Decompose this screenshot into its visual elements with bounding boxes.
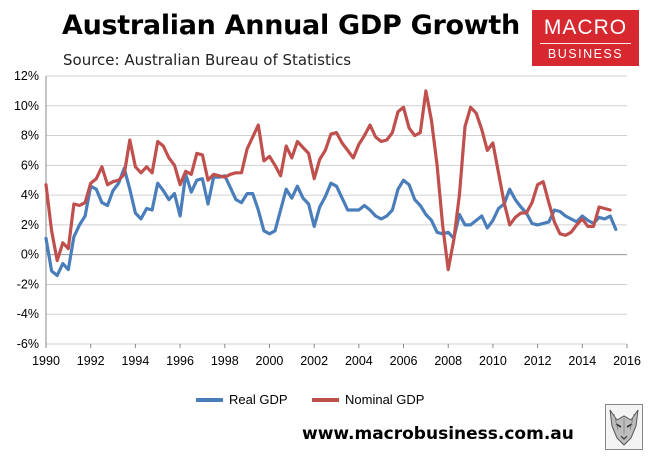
- y-tick-label: -6%: [17, 337, 39, 351]
- axes: -6% -4% -2% 0% 2% 4% 6% 8% 10% 12% 1990 1992 1994 199…: [14, 69, 641, 368]
- x-tick-label: 1992: [77, 354, 105, 368]
- logo-line-2: BUSINESS: [547, 47, 624, 61]
- y-tick-label: -4%: [17, 307, 39, 321]
- legend-swatch-real-gdp: [196, 397, 223, 402]
- series-lines: [44, 89, 618, 278]
- legend-label-real-gdp: Real GDP: [229, 392, 288, 407]
- y-tick-label: 4%: [21, 188, 39, 202]
- x-tick-label: 2006: [390, 354, 418, 368]
- y-tick-label: 10%: [14, 99, 39, 113]
- x-tick-label: 2014: [568, 354, 596, 368]
- macrobusiness-logo: MACRO BUSINESS: [532, 10, 639, 66]
- y-tick-label: 0%: [21, 248, 39, 262]
- x-tick-label: 1994: [121, 354, 149, 368]
- legend-item-real-gdp: Real GDP: [196, 392, 288, 407]
- y-tick-label: -2%: [17, 277, 39, 291]
- chart-title: Australian Annual GDP Growth: [62, 10, 520, 41]
- x-tick-label: 1996: [166, 354, 194, 368]
- wolf-logo-icon: [605, 404, 643, 450]
- x-tick-label: 2002: [300, 354, 328, 368]
- legend-label-nominal-gdp: Nominal GDP: [345, 392, 425, 407]
- legend: Real GDP Nominal GDP: [0, 392, 660, 412]
- x-tick-label: 2012: [524, 354, 552, 368]
- y-tick-label: 6%: [21, 158, 39, 172]
- series-line-nominal-gdp: [44, 89, 612, 272]
- logo-divider: [540, 43, 631, 44]
- y-tick-label: 8%: [21, 129, 39, 143]
- legend-item-nominal-gdp: Nominal GDP: [312, 392, 424, 407]
- y-tick-label: 2%: [21, 218, 39, 232]
- x-tick-label: 2010: [479, 354, 507, 368]
- x-tick-label: 1998: [211, 354, 239, 368]
- grid-lines: [46, 75, 627, 345]
- website-url: www.macrobusiness.com.au: [302, 424, 574, 444]
- x-tick-label: 2000: [256, 354, 284, 368]
- series-line-real-gdp: [44, 166, 618, 278]
- gdp-growth-chart: -6% -4% -2% 0% 2% 4% 6% 8% 10% 12% 1990 1992 1994 199…: [14, 69, 641, 368]
- chart-subtitle: Source: Australian Bureau of Statistics: [63, 51, 352, 69]
- x-tick-label: 2008: [434, 354, 462, 368]
- x-tick-label: 2004: [345, 354, 373, 368]
- legend-swatch-nominal-gdp: [312, 397, 339, 402]
- x-tick-label: 1990: [32, 354, 60, 368]
- y-tick-label: 12%: [14, 69, 39, 83]
- logo-line-1: MACRO: [543, 16, 628, 39]
- x-tick-label: 2016: [613, 354, 641, 368]
